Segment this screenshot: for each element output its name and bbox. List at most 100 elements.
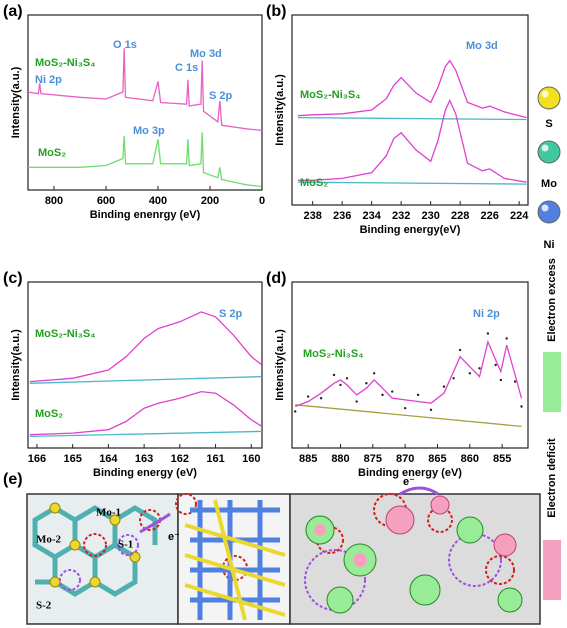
plot-frame (291, 14, 529, 206)
atom-label: S (545, 118, 552, 130)
annotation: Mo 3d (190, 48, 222, 60)
x-tick-label: 600 (97, 195, 115, 207)
x-tick-label: 0 (259, 195, 265, 207)
x-tick-label: 860 (461, 453, 479, 465)
colorbar-swatch (543, 540, 561, 600)
data-point (468, 372, 472, 375)
atom-label: Mo (541, 178, 557, 190)
x-axis-label: Binding energy (eV) (358, 467, 462, 479)
atom-site-label: S-2 (36, 600, 52, 612)
x-tick-label: 160 (242, 453, 260, 465)
data-point (381, 393, 384, 397)
data-point (306, 395, 310, 398)
data-point (520, 405, 523, 408)
x-tick-label: 228 (451, 210, 469, 222)
spectrum-line (27, 48, 263, 132)
x-tick-label: 880 (331, 453, 349, 465)
atom-site-label: Mo-1 (96, 507, 121, 519)
panel-label: (e) (3, 471, 23, 488)
x-tick-label: 234 (362, 210, 381, 222)
y-axis-label: Intensity(a.u.) (10, 329, 22, 401)
charge-blobs (305, 495, 523, 614)
colorbar-swatch (543, 352, 561, 412)
panel-e-art (26, 486, 541, 625)
x-tick-label: 870 (396, 453, 414, 465)
atom-site-label: S-1 (118, 539, 133, 551)
x-axis-label: Binding energy (eV) (93, 467, 197, 479)
y-axis-label: Intensity(a.u.) (10, 66, 22, 138)
atom-swatch (537, 86, 561, 110)
x-tick-label: 865 (428, 453, 446, 465)
electron-arrow (139, 512, 171, 534)
data-point (505, 337, 508, 340)
data-point (355, 400, 358, 403)
spectrum-line (29, 375, 263, 384)
data-point (458, 348, 462, 352)
data-point (452, 377, 455, 380)
data-point (403, 406, 407, 410)
plot-frame (291, 281, 529, 449)
data-point (339, 383, 342, 387)
data-point (391, 390, 394, 393)
spectrum-line (295, 404, 522, 428)
annotation: Ni 2p (35, 74, 62, 86)
annotation: MoS₂ (38, 147, 66, 159)
x-tick-label: 166 (28, 453, 46, 465)
data-point (365, 382, 368, 385)
spectrum-line (29, 390, 263, 436)
x-axis-label: Binding enenrgy (eV) (90, 209, 201, 221)
data-point (499, 378, 503, 382)
electron-arrow (399, 486, 439, 496)
data-point (319, 397, 323, 400)
x-tick-label: 230 (421, 210, 439, 222)
panel-label: (a) (3, 3, 23, 20)
x-tick-label: 875 (364, 453, 382, 465)
annotation: Ni 2p (473, 308, 500, 320)
data-point (442, 385, 446, 388)
data-point (332, 373, 336, 377)
x-tick-label: 885 (299, 453, 317, 465)
atom-site-label: Mo-2 (36, 534, 62, 546)
atom-shine (541, 144, 549, 152)
atom-label: Ni (544, 239, 555, 251)
x-tick-label: 236 (333, 210, 351, 222)
x-tick-label: 163 (135, 453, 153, 465)
x-tick-label: 164 (99, 453, 118, 465)
y-axis-label: Intensity(a.u.) (274, 74, 286, 146)
x-tick-label: 855 (493, 453, 511, 465)
panel-label: (c) (3, 270, 23, 287)
spectrum-line (29, 311, 263, 383)
annotation: MoS₂ (35, 408, 63, 420)
annotation: MoS₂-Ni₃S₄ (300, 89, 360, 101)
x-tick-label: 161 (206, 453, 224, 465)
x-tick-label: 226 (480, 210, 498, 222)
atom-shine (541, 90, 549, 98)
x-tick-label: 800 (45, 195, 63, 207)
annotation: MoS₂-Ni₃S₄ (35, 328, 95, 340)
annotation: Mo 3p (133, 125, 165, 137)
data-point (372, 372, 376, 375)
colorbar-label: Electron deficit (546, 438, 558, 518)
data-point (478, 367, 481, 370)
x-tick-label: 165 (63, 453, 81, 465)
annotation: S 2p (219, 308, 243, 320)
atom-shine (541, 204, 549, 212)
spectrum-line (29, 430, 263, 438)
data-point (345, 377, 349, 380)
spectrum-line (297, 181, 527, 185)
y-axis-label: Intensity(a.u.) (274, 329, 286, 401)
data-point (494, 363, 497, 367)
x-tick-label: 400 (149, 195, 167, 207)
annotation: Mo 3d (466, 40, 498, 52)
data-point (429, 408, 433, 412)
electron-label: e⁻ (403, 476, 415, 488)
data-point (416, 393, 420, 397)
x-tick-label: 162 (171, 453, 189, 465)
annotation: MoS₂-Ni₃S₄ (35, 57, 95, 69)
spectrum-line (297, 116, 527, 121)
x-axis-label: Binding energy(eV) (360, 224, 461, 236)
panel-e-left (26, 493, 179, 625)
spectrum-line (28, 132, 263, 188)
x-tick-label: 232 (392, 210, 410, 222)
panel-label: (d) (266, 270, 286, 287)
